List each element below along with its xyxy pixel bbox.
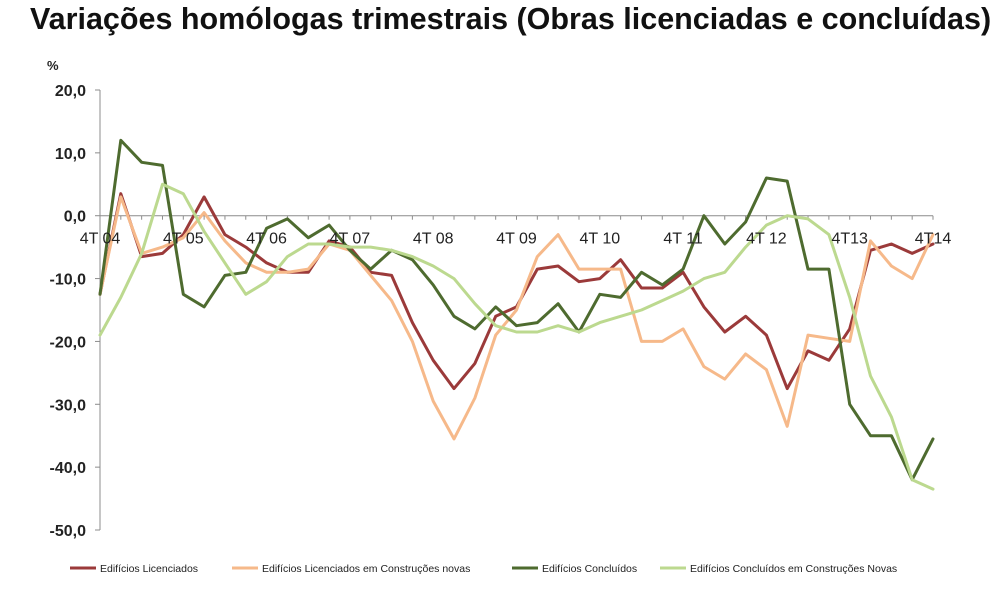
legend-item: Edifícios Licenciados — [70, 563, 198, 575]
legend-label: Edifícios Licenciados em Construções nov… — [262, 563, 470, 575]
legend-label: Edifícios Concluídos em Construções Nova… — [690, 563, 897, 575]
legend-item: Edifícios Concluídos em Construções Nova… — [660, 563, 897, 575]
legend-label: Edifícios Licenciados — [100, 563, 198, 575]
y-tick-label: -50,0 — [50, 523, 87, 540]
series-line — [98, 195, 935, 441]
y-tick-label: -10,0 — [50, 272, 87, 289]
series-lines — [98, 138, 935, 491]
x-axis-tick-labels: 4T 04 4T 05 4T 06 4T 07 4T 08 4T 09 4T 10 4T 11… — [80, 231, 952, 248]
legend: Edifícios Licenciados Edifícios Licenciad… — [70, 563, 897, 575]
x-tick-label: 4T 09 — [496, 231, 537, 248]
y-axis-tick-labels: 20,0 10,0 0,0 -10,0 -20,0 -30,0 -40,0 -50,0 — [50, 83, 87, 540]
x-tick-label: 4T 12 — [746, 231, 787, 248]
y-axis-unit-label: % — [47, 58, 59, 73]
x-tick-label: 4T 06 — [246, 231, 287, 248]
y-tick-label: 10,0 — [55, 146, 86, 163]
legend-item: Edifícios Concluídos — [512, 563, 637, 575]
series-line — [98, 182, 935, 491]
x-tick-label: 4T 10 — [579, 231, 620, 248]
y-tick-label: -40,0 — [50, 460, 87, 477]
x-tick-label: 4T 04 — [80, 231, 121, 248]
page-title: Variações homólogas trimestrais (Obras l… — [30, 2, 992, 36]
x-tick-label: 4T 07 — [330, 231, 371, 248]
legend-item: Edifícios Licenciados em Construções nov… — [232, 563, 470, 575]
x-tick-label: 4T 05 — [163, 231, 204, 248]
y-tick-label: 20,0 — [55, 83, 86, 100]
legend-label: Edifícios Concluídos — [542, 563, 637, 575]
x-tick-label: 4T 08 — [413, 231, 454, 248]
y-tick-label: -30,0 — [50, 397, 87, 414]
y-tick-label: -20,0 — [50, 334, 87, 351]
y-tick-label: 0,0 — [64, 209, 86, 226]
series-line — [98, 192, 935, 391]
y-axis — [95, 89, 101, 531]
x-tick-label: 4T13 — [831, 231, 868, 248]
x-tick-label: 4T 11 — [663, 231, 703, 248]
x-tick-label: 4T14 — [915, 231, 952, 248]
series-line — [98, 138, 935, 482]
